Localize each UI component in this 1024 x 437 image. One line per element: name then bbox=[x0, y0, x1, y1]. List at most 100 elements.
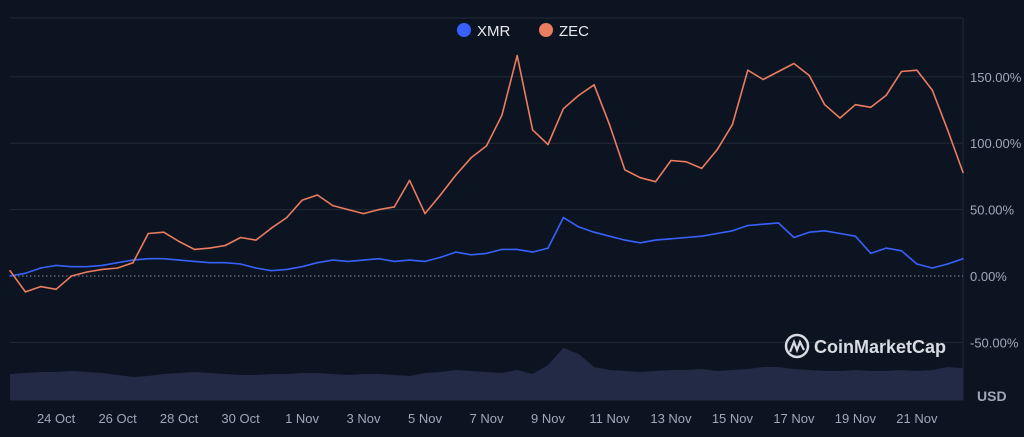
data-point-zec bbox=[577, 94, 580, 97]
y-tick-label: 0.00% bbox=[970, 269, 1007, 284]
data-point-zec bbox=[455, 174, 457, 176]
data-point-xmr bbox=[577, 226, 580, 228]
data-point-zec bbox=[654, 180, 657, 183]
data-point-xmr bbox=[147, 257, 150, 260]
x-tick-label: 24 Oct bbox=[37, 411, 76, 426]
data-point-xmr bbox=[209, 261, 211, 264]
data-point-zec bbox=[116, 267, 119, 269]
series-line-zec bbox=[9, 54, 964, 293]
data-point-zec bbox=[885, 94, 887, 97]
data-point-xmr bbox=[823, 230, 826, 232]
data-point-zec bbox=[808, 74, 811, 77]
data-point-zec bbox=[132, 261, 134, 264]
data-point-xmr bbox=[9, 275, 11, 277]
data-point-xmr bbox=[485, 252, 488, 255]
data-point-zec bbox=[55, 288, 57, 291]
data-point-zec bbox=[470, 157, 472, 159]
data-point-xmr bbox=[316, 261, 319, 264]
data-point-xmr bbox=[562, 216, 565, 219]
data-point-zec bbox=[516, 54, 518, 57]
data-point-zec bbox=[547, 143, 549, 146]
data-point-zec bbox=[593, 84, 595, 86]
data-point-xmr bbox=[608, 235, 611, 237]
y-axis-ticks: 150.00% 100.00% 50.00% 0.00% -50.00% bbox=[970, 70, 1022, 351]
data-point-xmr bbox=[285, 268, 288, 271]
data-point-zec bbox=[9, 269, 11, 272]
data-point-zec bbox=[193, 248, 196, 251]
data-point-zec bbox=[900, 70, 903, 73]
data-point-xmr bbox=[239, 263, 242, 265]
data-point-zec bbox=[747, 69, 749, 71]
data-point-xmr bbox=[70, 265, 73, 268]
data-point-xmr bbox=[24, 272, 27, 275]
data-point-xmr bbox=[962, 257, 964, 260]
data-point-zec bbox=[224, 244, 226, 247]
x-tick-label: 30 Oct bbox=[221, 411, 260, 426]
x-tick-label: 17 Nov bbox=[773, 411, 815, 426]
data-point-zec bbox=[39, 285, 42, 288]
data-point-zec bbox=[870, 106, 872, 109]
data-point-xmr bbox=[516, 248, 518, 251]
legend-zec-label[interactable]: ZEC bbox=[559, 23, 589, 40]
data-point-zec bbox=[270, 227, 273, 229]
volume-currency-label: USD bbox=[977, 388, 1007, 404]
data-point-zec bbox=[255, 239, 257, 241]
data-point-xmr bbox=[39, 267, 42, 269]
data-point-xmr bbox=[301, 265, 303, 268]
y-tick-label: 50.00% bbox=[970, 203, 1015, 218]
legend-xmr-dot[interactable] bbox=[457, 23, 471, 37]
x-tick-label: 26 Oct bbox=[98, 411, 137, 426]
data-point-xmr bbox=[808, 231, 811, 233]
data-point-zec bbox=[931, 89, 934, 91]
data-point-zec bbox=[162, 231, 165, 233]
data-point-zec bbox=[101, 268, 103, 271]
data-point-xmr bbox=[270, 269, 273, 272]
data-point-xmr bbox=[777, 222, 780, 224]
data-point-zec bbox=[316, 194, 319, 196]
data-point-xmr bbox=[639, 242, 641, 244]
data-point-xmr bbox=[86, 265, 88, 268]
data-point-xmr bbox=[916, 263, 918, 265]
x-tick-label: 1 Nov bbox=[285, 411, 319, 426]
data-point-xmr bbox=[255, 267, 257, 269]
data-point-xmr bbox=[178, 259, 180, 261]
data-point-xmr bbox=[946, 263, 949, 265]
data-point-zec bbox=[823, 103, 826, 106]
data-point-zec bbox=[624, 169, 626, 171]
data-point-xmr bbox=[378, 257, 380, 260]
data-point-xmr bbox=[455, 251, 457, 253]
x-tick-label: 21 Nov bbox=[896, 411, 938, 426]
data-point-zec bbox=[332, 204, 334, 207]
data-point-xmr bbox=[531, 251, 534, 253]
legend-xmr-label[interactable]: XMR bbox=[477, 23, 511, 40]
legend-zec-dot[interactable] bbox=[539, 23, 553, 37]
data-point-xmr bbox=[900, 250, 903, 252]
x-tick-label: 11 Nov bbox=[589, 411, 630, 426]
legend: XMR ZEC bbox=[457, 23, 589, 40]
x-axis-ticks: 24 Oct 26 Oct 28 Oct 30 Oct 1 Nov 3 Nov 5 Nov 7… bbox=[37, 411, 938, 426]
data-point-zec bbox=[731, 123, 734, 126]
data-point-xmr bbox=[162, 257, 165, 260]
y-tick-label: 150.00% bbox=[970, 70, 1022, 85]
series-line-xmr bbox=[9, 216, 964, 277]
volume-area bbox=[10, 348, 963, 400]
data-point-zec bbox=[239, 236, 242, 239]
x-tick-label: 9 Nov bbox=[531, 411, 565, 426]
x-tick-label: 13 Nov bbox=[650, 411, 692, 426]
data-point-xmr bbox=[885, 247, 887, 249]
data-point-xmr bbox=[547, 247, 549, 249]
data-point-zec bbox=[916, 69, 918, 71]
data-point-xmr bbox=[101, 264, 103, 267]
data-point-xmr bbox=[793, 236, 795, 239]
data-point-zec bbox=[685, 161, 688, 163]
data-point-zec bbox=[670, 159, 672, 162]
data-point-zec bbox=[285, 216, 288, 219]
x-tick-label: 5 Nov bbox=[408, 411, 442, 426]
coinmarketcap-logo-mark bbox=[788, 338, 805, 354]
x-tick-label: 19 Nov bbox=[835, 411, 877, 426]
data-point-xmr bbox=[685, 236, 688, 239]
data-point-xmr bbox=[654, 239, 657, 241]
data-point-zec bbox=[178, 240, 180, 243]
x-tick-label: 28 Oct bbox=[160, 411, 199, 426]
